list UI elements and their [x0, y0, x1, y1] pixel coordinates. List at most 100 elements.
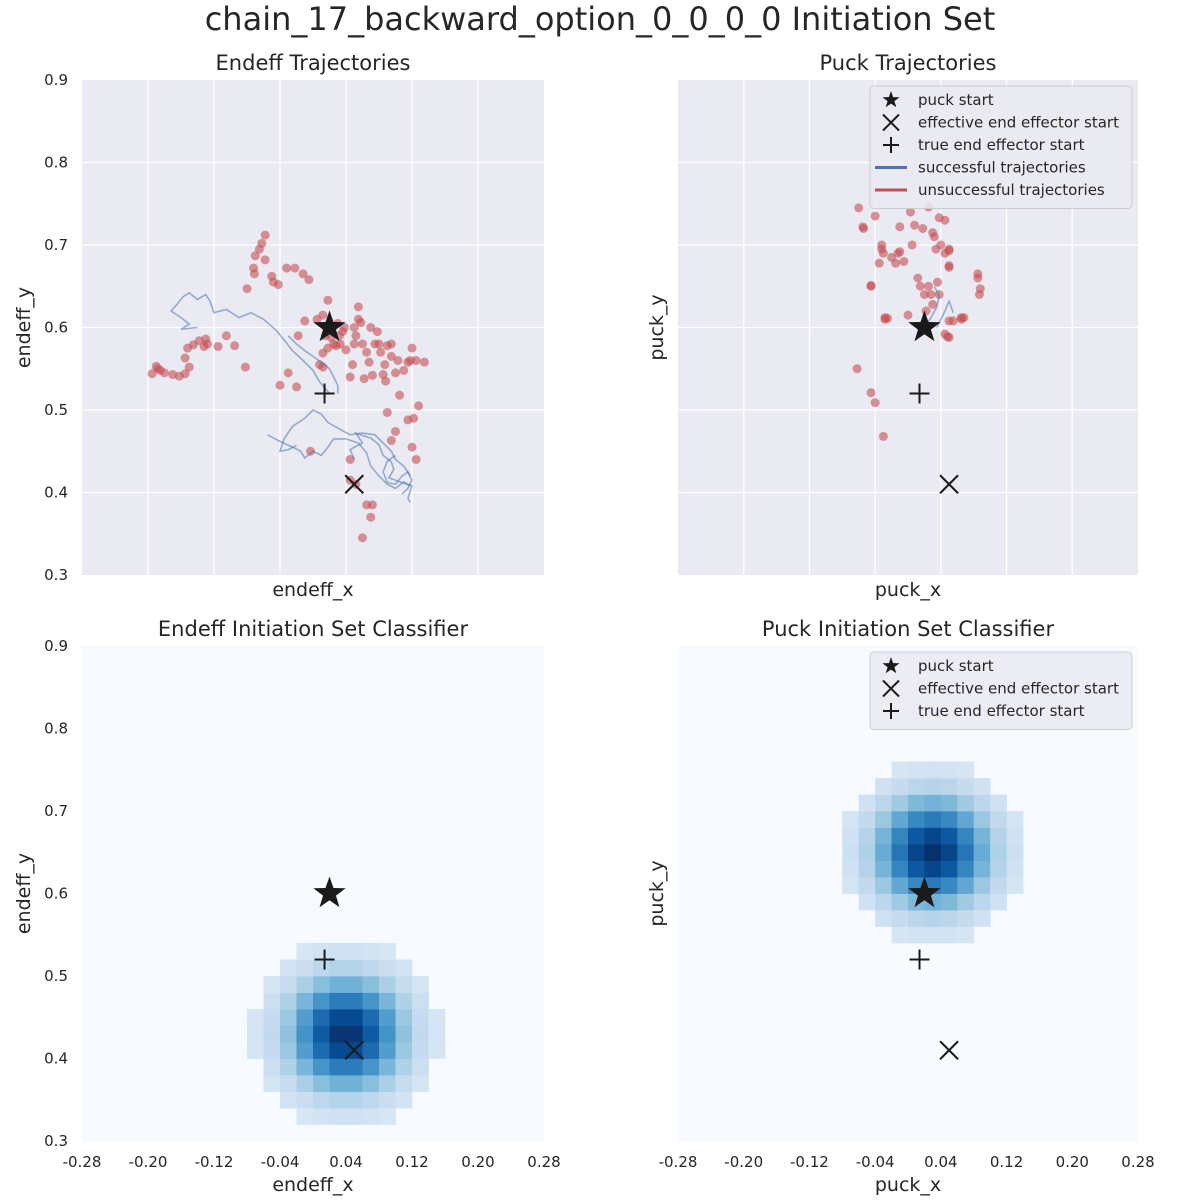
legend-label: puck start — [918, 91, 994, 109]
y-tick-label: 0.5 — [44, 401, 68, 419]
heatmap-cell — [395, 976, 413, 993]
unsuccessful-point — [944, 262, 954, 272]
heatmap-cell — [362, 1075, 380, 1092]
x-tick-label: 0.04 — [924, 1153, 957, 1171]
x-tick-label: 0.12 — [395, 1153, 428, 1171]
heatmap-cell — [858, 877, 876, 894]
heatmap-cell — [973, 910, 991, 927]
plot-area — [852, 202, 985, 441]
panel-title: Puck Trajectories — [820, 51, 997, 75]
unsuccessful-point — [395, 390, 405, 400]
heatmap-cell — [296, 976, 314, 993]
heatmap-cell — [924, 926, 942, 944]
start-markers — [908, 310, 959, 494]
heatmap-cell — [379, 1009, 396, 1026]
x-tick-label: 0.28 — [1121, 1153, 1154, 1171]
unsuccessful-point — [895, 247, 905, 257]
unsuccessful-point — [351, 331, 361, 341]
x-tick-label: -0.20 — [129, 1153, 168, 1171]
heatmap-cell — [940, 794, 958, 812]
heatmap-cell — [875, 811, 892, 828]
unsuccessful-point — [915, 281, 925, 291]
heatmap-cell — [395, 1009, 413, 1026]
unsuccessful-point — [391, 426, 400, 436]
unsuccessful-point — [852, 364, 862, 374]
effective-end-effector-start-marker — [939, 474, 959, 494]
unsuccessful-point — [153, 364, 163, 374]
unsuccessful-point — [903, 310, 913, 320]
successful-trajectory-line — [936, 298, 954, 328]
unsuccessful-point — [372, 327, 382, 337]
unsuccessful-point — [391, 368, 400, 378]
heatmap-cell — [973, 827, 991, 845]
heatmap-cell — [990, 811, 1007, 828]
unsuccessful-point — [918, 224, 928, 233]
heatmap-cell — [247, 1042, 264, 1059]
heatmap-cell — [313, 1058, 330, 1076]
successful-trajectory-line — [382, 454, 413, 495]
unsuccessful-point — [407, 442, 417, 452]
unsuccessful-point — [351, 479, 361, 489]
heatmap-cell — [924, 910, 942, 927]
y-tick-label: 0.4 — [44, 1050, 68, 1068]
unsuccessful-point — [940, 215, 950, 225]
heatmap-cell — [924, 794, 942, 812]
heatmap-cell — [379, 992, 396, 1010]
heatmap-cell — [263, 1009, 281, 1026]
legend-label: unsuccessful trajectories — [918, 181, 1105, 199]
panel-title: Endeff Trajectories — [216, 51, 411, 75]
heatmap-cell — [990, 893, 1007, 911]
heatmap-cell — [313, 992, 330, 1010]
puck-start-marker — [313, 310, 346, 342]
heatmap-cell — [973, 844, 991, 861]
heatmap-cell — [858, 860, 876, 878]
heatmap-cell — [973, 794, 991, 812]
unsuccessful-point — [895, 222, 905, 232]
unsuccessful-point — [180, 369, 190, 379]
heatmap-cell — [346, 1091, 363, 1109]
unsuccessful-point — [878, 431, 888, 441]
unsuccessful-point — [411, 455, 421, 464]
unsuccessful-point — [366, 323, 376, 332]
unsuccessful-point — [367, 370, 377, 380]
unsuccessful-point — [275, 380, 285, 390]
y-tick-labels: 0.3 0.4 0.5 0.6 0.7 0.8 0.9 — [44, 637, 68, 1150]
heatmap-cell — [957, 877, 975, 894]
unsuccessful-point — [353, 302, 363, 312]
heatmap-cell — [280, 992, 297, 1010]
unsuccessful-point — [933, 277, 943, 287]
unsuccessful-point — [919, 290, 929, 299]
unsuccessful-point — [959, 313, 969, 323]
true-end-effector-start-marker — [909, 949, 930, 970]
heatmap-cell — [891, 811, 909, 828]
heatmap-cell — [428, 1025, 446, 1043]
legend-plus-icon — [883, 703, 899, 719]
x-axis-label: endeff_x — [272, 579, 353, 601]
heatmap-cell — [313, 976, 330, 993]
unsuccessful-point — [356, 318, 366, 328]
successful-trajectory-line — [923, 285, 941, 328]
unsuccessful-point — [921, 306, 931, 316]
heatmap-cell — [875, 778, 892, 795]
legend-box — [869, 651, 1133, 730]
x-tick-label: -0.04 — [856, 1153, 895, 1171]
heatmap-cell — [313, 1108, 330, 1125]
unsuccessful-point — [905, 207, 915, 217]
heatmap-cell — [296, 992, 314, 1010]
panel-endeff_clf: Endeff Initiation Set Classifier endeff_x… — [13, 617, 561, 1196]
heatmap-cell — [957, 761, 975, 779]
unsuccessful-point — [364, 357, 374, 367]
heatmap-cell — [329, 1025, 347, 1043]
true-end-effector-start-marker — [314, 383, 335, 404]
unsuccessful-point — [882, 313, 892, 323]
heatmap-cell — [940, 827, 958, 845]
heatmap-cell — [858, 811, 876, 828]
legend-x-icon — [882, 679, 900, 698]
heatmap-cell — [924, 761, 942, 779]
unsuccessful-point — [213, 341, 223, 351]
unsuccessful-point — [866, 388, 876, 398]
unsuccessful-point — [260, 230, 270, 240]
heatmap-cells — [842, 761, 1024, 944]
heatmap-cell — [842, 844, 860, 861]
